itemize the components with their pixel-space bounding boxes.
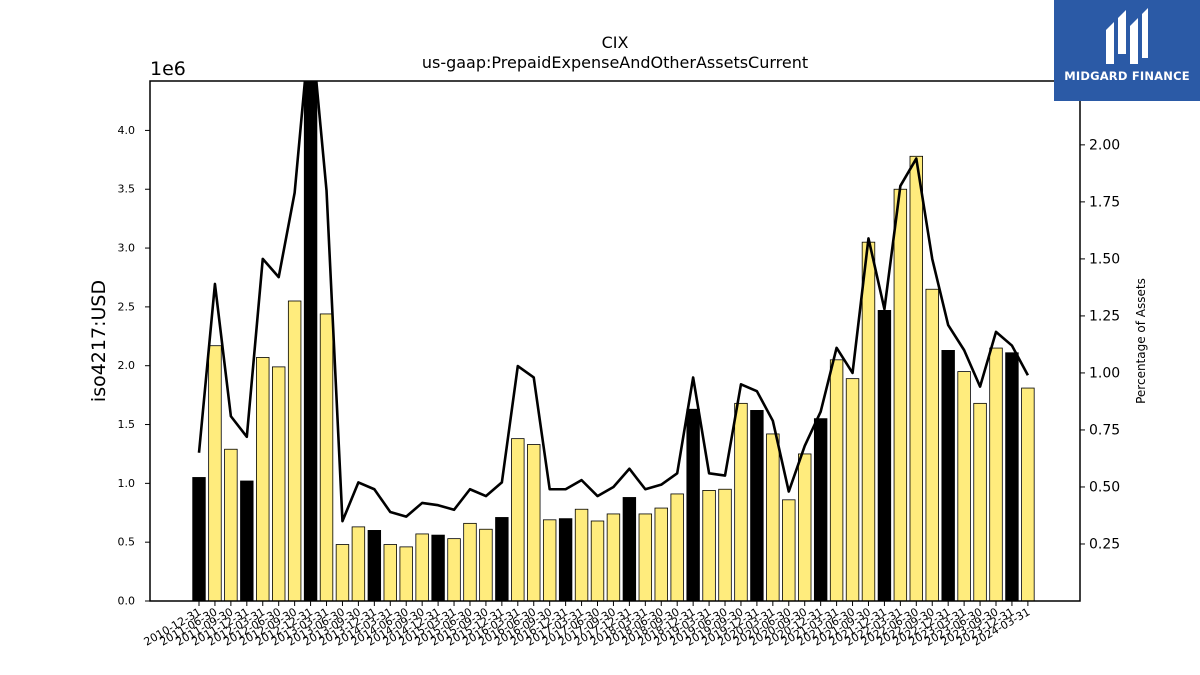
midgard-logo-icon [1106,8,1148,64]
brand-logo: MIDGARD FINANCE [1054,0,1200,101]
left-axis-ticks: 0.0 0.5 1.0 1.5 2.0 2.5 3.0 3.5 4.0 [118,124,150,608]
bar [973,402,987,602]
bar [351,526,366,602]
y-tick-label: 1.0 [118,477,136,490]
y-tick-label: 3.0 [118,242,136,255]
bar [431,534,445,602]
chart-subtitle: us-gaap:PrepaidExpenseAndOtherAssetsCurr… [422,53,808,72]
bar [479,528,493,602]
bar [798,453,812,602]
bar [925,288,939,602]
right-axis-ticks: 0.25 0.50 0.75 1.00 1.25 1.50 1.75 2.00 [1080,137,1120,552]
bar [893,188,908,602]
y2-tick-label: 1.50 [1089,251,1120,267]
y-tick-label: 2.5 [118,300,136,313]
bar [1021,387,1035,602]
bar [654,507,668,602]
bar [638,513,653,602]
y2-tick-label: 1.00 [1089,365,1120,381]
y2-tick-label: 2.00 [1089,137,1120,153]
bar [542,519,557,602]
bar [208,345,222,602]
bar [750,410,764,602]
bar [909,155,924,602]
bar [686,408,700,602]
bar-group [192,80,1035,602]
bar [1005,352,1019,602]
plot-frame [149,80,1081,602]
x-axis-ticks: 2010-12-312011-06-302011-09-302011-12-31… [142,601,1032,649]
bar [463,522,477,602]
y-axis-label: iso4217:USD [88,280,110,402]
bar [527,444,541,602]
line-layer [197,81,1030,523]
y-tick-label: 1.5 [118,418,136,431]
bar [383,544,397,602]
bar [877,310,892,602]
bar [495,517,509,602]
bar [813,418,828,602]
y2-tick-label: 1.25 [1089,308,1120,324]
bar [957,371,971,602]
bar [941,350,955,602]
bar [447,538,461,602]
bar [192,477,206,602]
bar [718,488,732,602]
brand-logo-text: MIDGARD FINANCE [1064,69,1190,83]
y-tick-label: 4.0 [118,124,136,137]
bar [335,544,350,602]
bar [622,497,637,602]
percentage-line [197,81,1030,523]
bar [367,530,382,602]
y-offset-label: 1e6 [150,58,186,80]
y2-tick-label: 0.25 [1089,536,1120,552]
bar [845,378,860,602]
y-tick-label: 2.0 [118,359,136,372]
bar [224,448,238,602]
y2-axis-label: Percentage of Assets [1134,278,1148,404]
bar [606,513,621,602]
bar [861,241,876,602]
chart-title: CIX [602,33,629,52]
bar [415,533,429,602]
bar [240,480,254,602]
y-tick-label: 0.5 [118,536,136,549]
bar [271,366,286,602]
bar [574,508,589,602]
bar [702,490,716,602]
bar [989,347,1003,602]
bar [256,357,270,602]
bar [303,80,318,602]
y2-tick-label: 0.50 [1089,479,1120,495]
bar [782,499,796,602]
y-tick-label: 3.5 [118,183,136,196]
y2-tick-label: 1.75 [1089,194,1120,210]
bar [734,402,748,602]
bar [829,359,844,602]
bar [670,493,684,602]
bar [590,520,605,602]
y2-tick-label: 0.75 [1089,422,1120,438]
y-tick-label: 0.0 [118,595,136,608]
bar [511,438,525,602]
bar [319,313,334,602]
bar [399,546,413,602]
bar [558,518,573,602]
bar [287,300,302,602]
bar [766,433,780,602]
